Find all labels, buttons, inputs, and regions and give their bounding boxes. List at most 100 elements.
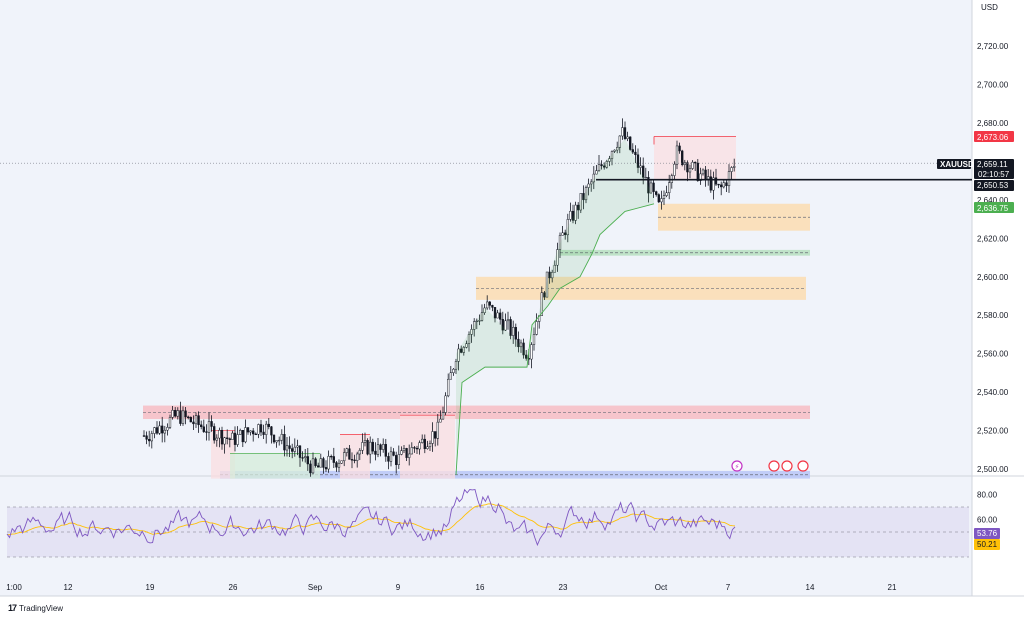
candle-body — [304, 456, 307, 458]
us-flag-icon[interactable] — [768, 460, 780, 472]
candle-body — [642, 165, 645, 178]
candle-body — [504, 320, 507, 331]
candle-body — [668, 182, 671, 193]
candle-body — [535, 321, 538, 335]
candle-body — [473, 321, 476, 330]
candle-body — [239, 429, 242, 435]
price-tick-label: 2,620.00 — [977, 234, 1009, 243]
candle-body — [694, 161, 697, 164]
candle-body — [356, 453, 359, 461]
candle-body — [174, 409, 177, 417]
candle-body — [249, 430, 252, 433]
candle-body — [600, 164, 603, 167]
time-label: 7 — [726, 583, 731, 592]
candle-body — [408, 453, 411, 458]
time-label: 12 — [64, 583, 73, 592]
candle-body — [350, 459, 354, 461]
candle-body — [426, 446, 429, 449]
candle-body — [233, 432, 237, 445]
trailing-stop-line — [455, 203, 655, 475]
candle-body — [691, 161, 694, 169]
candle-body — [335, 462, 338, 468]
candle-body — [200, 424, 203, 428]
candle-body — [595, 170, 598, 175]
event-markers[interactable]: ⚡ — [731, 460, 809, 472]
candle-body — [714, 177, 718, 185]
rsi-ma-tag: 50.21 — [974, 539, 1000, 550]
candle-body — [171, 409, 174, 418]
candle-body — [397, 454, 400, 465]
candle-body — [652, 182, 655, 192]
candle-body — [309, 463, 312, 474]
price-tick-label: 2,640.00 — [977, 196, 1009, 205]
level-line-tag: 2,650.53 — [974, 180, 1014, 191]
candle-body — [366, 440, 369, 455]
candle-body — [376, 444, 380, 455]
candle-body — [491, 305, 494, 308]
currency-label[interactable]: USD — [981, 3, 998, 12]
price-tick-label: 2,700.00 — [977, 81, 1009, 90]
us-flag-icon[interactable] — [781, 460, 793, 472]
us-flag-icon[interactable] — [797, 460, 809, 472]
candle-body — [148, 439, 151, 442]
candle-body — [493, 307, 497, 319]
candle-body — [400, 450, 403, 455]
time-axis[interactable]: 1:00 12 19 26 Sep 9 16 23 Oct 7 14 21 — [6, 583, 897, 592]
time-label: Sep — [308, 583, 323, 592]
rsi-tick-label: 80.00 — [977, 491, 998, 500]
candle-body — [506, 319, 510, 322]
candle-body — [353, 459, 356, 461]
candle-body — [696, 162, 699, 181]
candle-body — [306, 456, 309, 465]
time-label: 23 — [559, 583, 568, 592]
candle-body — [369, 441, 372, 455]
price-tick-label: 2,520.00 — [977, 427, 1009, 436]
candle-body — [545, 271, 549, 298]
candle-body — [288, 445, 291, 449]
tradingview-watermark[interactable]: 17 TradingView — [8, 603, 63, 613]
candle-body — [252, 430, 255, 435]
candle-body — [683, 162, 686, 165]
candle-body — [470, 329, 473, 335]
candle-body — [291, 448, 294, 452]
candle-body — [330, 455, 333, 458]
candle-body — [649, 182, 653, 194]
supply-zone — [143, 405, 810, 420]
candle-body — [166, 427, 169, 431]
candle-body — [725, 182, 728, 187]
candle-body — [158, 425, 161, 434]
candle-body — [486, 301, 489, 309]
lightning-icon[interactable] — [731, 460, 743, 472]
candle-body — [564, 232, 567, 236]
candle-body — [512, 327, 515, 336]
rsi-tick-label: 60.00 — [977, 516, 998, 525]
range-box — [654, 136, 736, 180]
candle-body — [709, 176, 712, 191]
candle-body — [439, 418, 442, 423]
candle-body — [332, 456, 335, 463]
candle-body — [428, 443, 432, 448]
candle-body — [452, 368, 455, 373]
price-axis[interactable]: 2,720.00 2,700.00 2,680.00 2,640.00 2,620.00… — [977, 42, 1009, 474]
candle-body — [384, 444, 387, 457]
candle-body — [213, 426, 216, 441]
candle-body — [215, 437, 218, 441]
candle-body — [324, 467, 328, 470]
candle-body — [454, 361, 458, 370]
candle-body — [616, 147, 619, 151]
candle-body — [207, 421, 211, 433]
candle-body — [603, 165, 606, 168]
candle-body — [317, 465, 320, 468]
candle-body — [202, 426, 205, 432]
candle-body — [293, 446, 296, 452]
level-line-value: 2,650.53 — [977, 181, 1009, 190]
candle-body — [517, 338, 520, 348]
candle-body — [226, 437, 229, 439]
candle-body — [405, 448, 408, 458]
candle-body — [301, 457, 304, 459]
candle-body — [592, 173, 595, 183]
candle-body — [395, 455, 398, 465]
candle-body — [153, 427, 156, 434]
